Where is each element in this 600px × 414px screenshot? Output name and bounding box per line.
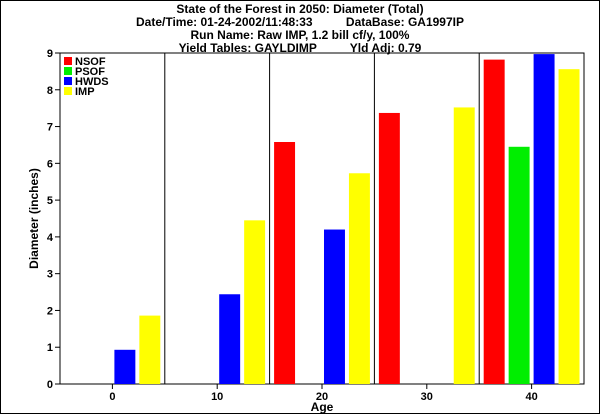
plot-area-border [59,52,585,385]
bar-imp-age-30 [453,107,475,384]
y-tick-label: 1 [47,342,53,354]
bar-psof-age-40 [508,146,530,384]
y-tick-label: 0 [47,379,53,391]
y-tick-label: 5 [47,195,53,207]
legend-label-imp: IMP [75,86,95,98]
legend-label-psof: PSOF [75,66,105,78]
y-tick-label: 3 [47,269,53,281]
legend-swatch-nsof [64,57,72,65]
bar-imp-age-40 [558,69,580,384]
bar-imp-age-0 [139,315,161,384]
bar-imp-age-20 [348,173,370,384]
x-tick-label: 10 [211,391,223,403]
bar-imp-age-10 [244,220,266,384]
y-tick-label: 9 [47,48,53,60]
legend-label-nsof: NSOF [75,56,106,68]
bar-hwds-age-40 [533,54,555,384]
x-tick-label: 40 [525,391,537,403]
chart-subtitle-yield-tables: Yield Tables: GAYLDIMP Yld Adj: 0.79 [178,41,422,55]
bar-hwds-age-0 [114,349,136,384]
y-tick-label: 8 [47,85,53,97]
legend-swatch-psof [64,67,72,75]
y-tick-label: 4 [47,232,54,244]
y-axis-label: Diameter (inches) [27,168,41,269]
bar-hwds-age-20 [323,229,345,384]
bar-nsof-age-40 [483,59,505,385]
x-tick-label: 30 [421,391,433,403]
bar-hwds-age-10 [219,294,241,384]
chart-title: State of the Forest in 2050: Diameter (T… [176,2,424,16]
x-tick-label: 20 [316,391,328,403]
legend-swatch-imp [64,87,72,95]
y-tick-label: 6 [47,158,53,170]
chart-subtitle-run-name: Run Name: Raw IMP, 1.2 bill cf/y, 100% [190,28,410,42]
bar-nsof-age-20 [274,142,296,384]
legend-swatch-hwds [64,77,72,85]
y-tick-label: 2 [47,305,53,317]
bar-nsof-age-30 [378,112,400,384]
x-axis-label: Age [311,400,334,414]
chart-subtitle-datetime: Date/Time: 01-24-2002/11:48:33 DataBase:… [136,15,464,29]
y-tick-label: 7 [47,122,53,134]
legend-label-hwds: HWDS [75,76,109,88]
x-tick-label: 0 [109,391,115,403]
